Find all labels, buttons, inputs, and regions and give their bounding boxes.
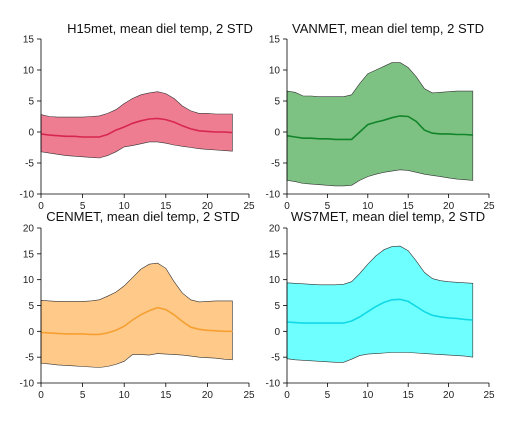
y-tick-label: 5	[28, 301, 34, 312]
x-tick-label: 25	[243, 201, 255, 212]
x-tick-label: 5	[325, 201, 331, 212]
y-tick-label: 10	[269, 66, 281, 77]
y-tick-label: 10	[23, 66, 35, 77]
x-tick-label: 20	[202, 201, 214, 212]
x-tick-label: 0	[38, 390, 44, 401]
y-tick-label: -10	[266, 379, 281, 390]
y-tick-label: 0	[274, 128, 280, 139]
x-tick-label: 10	[362, 201, 374, 212]
y-tick-label: 20	[269, 224, 281, 235]
y-tick-label: 0	[28, 128, 34, 139]
x-tick-label: 20	[443, 390, 455, 401]
subplot-title: H15met, mean diel temp, 2 STD	[67, 21, 253, 36]
y-tick-label: 15	[269, 249, 281, 260]
subplot-title: WS7MET, mean diel temp, 2 STD	[291, 209, 485, 224]
mean-line	[286, 298, 473, 324]
subplot-ws7met: WS7MET, mean diel temp, 2 STD -10 -5 0 5 10 1…	[266, 209, 495, 401]
y-tick-label: 10	[269, 275, 281, 286]
y-tick-label: -10	[266, 190, 281, 201]
mean-line	[40, 306, 233, 336]
y-tick-label: -5	[271, 353, 280, 364]
y-tick-label: 20	[23, 224, 35, 235]
plot-area: -10 -5 0 5 10 15 20 0 5 10 15 20 25	[266, 224, 495, 402]
plot-area: -10 -5 0 5 10 15 0 5 10 15 20 25	[20, 35, 255, 213]
std-band	[286, 62, 474, 187]
y-tick-label: 5	[274, 301, 280, 312]
x-tick-label: 25	[243, 390, 255, 401]
subplot-vanmet: VANMET, mean diel temp, 2 STD -10 -5 0 5 10 1…	[266, 21, 495, 212]
x-tick-label: 5	[325, 390, 331, 401]
y-tick-label: -5	[25, 159, 34, 170]
y-tick-label: 0	[274, 327, 280, 338]
subplot-cenmet: CENMET, mean diel temp, 2 STD -10 -5 0 5 10 1…	[20, 209, 255, 401]
mean-line	[40, 117, 233, 138]
x-tick-label: 5	[80, 390, 86, 401]
x-tick-label: 10	[119, 390, 131, 401]
x-tick-label: 5	[80, 201, 86, 212]
y-tick-label: 10	[23, 275, 35, 286]
x-tick-label: 25	[483, 201, 495, 212]
x-tick-label: 15	[403, 201, 415, 212]
std-band	[40, 262, 233, 368]
y-tick-label: 15	[269, 35, 281, 46]
mean-line	[286, 115, 473, 141]
x-tick-label: 0	[284, 201, 290, 212]
x-tick-label: 25	[483, 390, 495, 401]
y-tick-label: -5	[25, 353, 34, 364]
plot-area: -10 -5 0 5 10 15 0 5 10 15 20 25	[266, 35, 495, 213]
std-band	[40, 91, 233, 159]
y-tick-label: 15	[23, 249, 35, 260]
plot-area: -10 -5 0 5 10 15 20 0 5 10 15 20 25	[20, 224, 255, 402]
y-tick-label: 5	[274, 97, 280, 108]
subplot-title: CENMET, mean diel temp, 2 STD	[46, 209, 240, 224]
x-tick-label: 20	[443, 201, 455, 212]
subplot-title: VANMET, mean diel temp, 2 STD	[292, 21, 484, 36]
x-tick-label: 0	[38, 201, 44, 212]
x-tick-label: 15	[160, 201, 172, 212]
x-tick-label: 20	[202, 390, 214, 401]
subplot-h15met: H15met, mean diel temp, 2 STD -10 -5 0 5 10 1…	[20, 21, 255, 212]
x-tick-label: 0	[284, 390, 290, 401]
y-tick-label: 15	[23, 35, 35, 46]
y-tick-label: 5	[28, 97, 34, 108]
y-tick-label: -10	[20, 379, 35, 390]
x-tick-label: 10	[362, 390, 374, 401]
y-tick-label: -10	[20, 190, 35, 201]
y-tick-label: 0	[28, 327, 34, 338]
x-tick-label: 10	[119, 201, 131, 212]
y-tick-label: -5	[271, 159, 280, 170]
x-tick-label: 15	[403, 390, 415, 401]
x-tick-label: 15	[160, 390, 172, 401]
